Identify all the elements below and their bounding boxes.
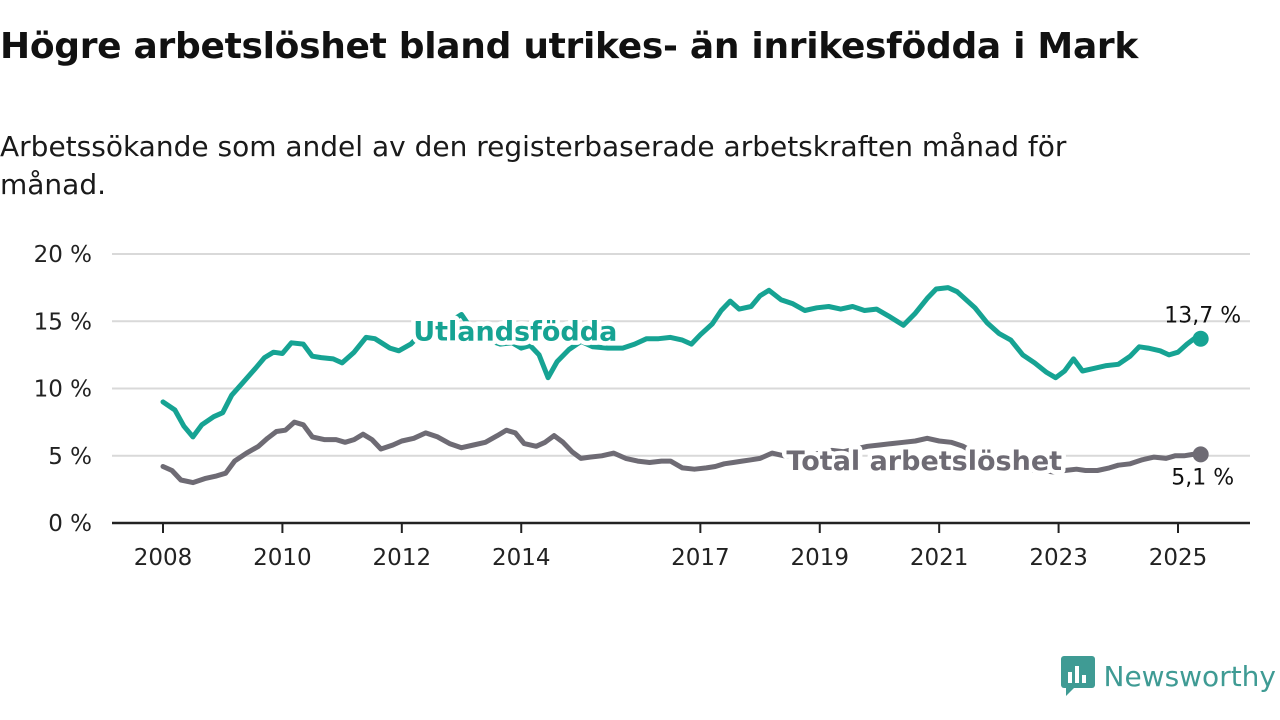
chart-title: Högre arbetslöshet bland utrikes- än inr… <box>0 26 1139 67</box>
chart-subtitle: Arbetssökande som andel av den registerb… <box>0 130 1067 201</box>
y-tick-label: 5 % <box>48 444 92 470</box>
annotations: 13,7 % 5,1 % Utlandsfödda Total arbetslöshe… <box>409 304 1241 491</box>
end-value-label: 13,7 % <box>1164 304 1241 329</box>
newsworthy-logo[interactable]: Newsworthy <box>1060 654 1277 698</box>
series-end-point <box>1192 330 1209 347</box>
x-tick-label: 2008 <box>134 545 193 571</box>
x-tick-label: 2010 <box>253 545 312 571</box>
series-group <box>160 285 1209 486</box>
y-tick-label: 10 % <box>34 377 92 403</box>
series-label: Utlandsfödda <box>413 317 617 348</box>
y-tick-label: 15 % <box>34 309 92 335</box>
series-label: Total arbetslöshet <box>786 446 1062 477</box>
series-line-utlandsfodda <box>160 285 1204 440</box>
x-tick-label: 2021 <box>910 545 969 571</box>
y-tick-label: 0 % <box>48 511 92 537</box>
x-tick-label: 2012 <box>373 545 432 571</box>
brand-name: Newsworthy <box>1103 659 1277 693</box>
series-end-point <box>1192 446 1209 463</box>
x-tick-label: 2025 <box>1149 545 1208 571</box>
series-line-total <box>160 419 1204 486</box>
x-tick-label: 2017 <box>671 545 730 571</box>
y-axis: 0 % 5 % 10 % 15 % 20 % <box>34 242 92 537</box>
x-tick-label: 2014 <box>492 545 551 571</box>
x-axis: 2008 2010 2012 2014 2017 2019 2021 2023 2025 <box>112 521 1250 571</box>
y-tick-label: 20 % <box>34 242 92 268</box>
newsworthy-logo-icon <box>1060 656 1095 696</box>
end-value-label: 5,1 % <box>1171 465 1234 490</box>
grid-lines <box>112 253 1250 457</box>
x-tick-label: 2019 <box>790 545 849 571</box>
x-tick-label: 2023 <box>1029 545 1088 571</box>
